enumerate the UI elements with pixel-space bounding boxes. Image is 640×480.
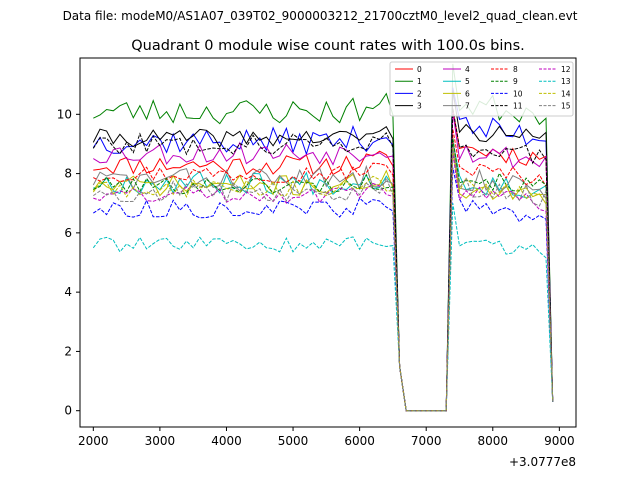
x-tick-label: 6000 (344, 434, 375, 448)
legend-label-3: 3 (417, 102, 422, 111)
legend-label-4: 4 (465, 65, 470, 74)
legend-label-5: 5 (465, 77, 470, 86)
x-tick-label: 8000 (478, 434, 509, 448)
series-line-9 (93, 137, 554, 412)
axes-frame (79, 57, 577, 428)
y-tick-label: 8 (64, 167, 72, 181)
series-line-14 (92, 146, 554, 412)
series-line-11 (92, 108, 554, 412)
x-tick-label: 2000 (78, 434, 109, 448)
x-tick-label: 4000 (211, 434, 242, 448)
legend-label-2: 2 (417, 89, 422, 98)
series-line-3 (92, 90, 554, 412)
legend-label-14: 14 (561, 89, 571, 98)
legend-label-9: 9 (513, 77, 518, 86)
y-tick-label: 6 (64, 226, 72, 240)
legend-label-0: 0 (417, 65, 422, 74)
legend-label-11: 11 (513, 102, 523, 111)
series-line-0 (93, 108, 554, 412)
legend-label-7: 7 (465, 102, 470, 111)
legend-label-13: 13 (561, 77, 571, 86)
legend-label-15: 15 (561, 102, 571, 111)
x-tick-label: 7000 (411, 434, 442, 448)
series-line-10 (93, 167, 554, 412)
series-line-13 (92, 203, 554, 412)
tick-layer: 2000 3000 4000 5000 6000 7000 8000 9000 0 2 4 6 8 10 (57, 107, 575, 448)
x-offset-label: +3.0777e8 (509, 455, 576, 469)
y-tick-label: 4 (64, 285, 72, 299)
legend-label-10: 10 (513, 89, 523, 98)
series-line-2 (92, 87, 554, 412)
series-line-8 (93, 129, 554, 412)
y-tick-label: 10 (57, 107, 72, 121)
series-line-6 (92, 149, 554, 412)
legend-label-6: 6 (465, 89, 470, 98)
legend-label-12: 12 (561, 65, 571, 74)
legend-box (389, 61, 574, 117)
x-tick-label: 9000 (544, 434, 575, 448)
legend-label-8: 8 (513, 65, 518, 74)
series-layer (92, 63, 554, 412)
series-line-7 (92, 137, 554, 412)
series-line-15 (93, 146, 554, 412)
legend-label-1: 1 (417, 77, 422, 86)
x-tick-label: 3000 (145, 434, 176, 448)
y-tick-label: 0 (64, 404, 72, 418)
series-line-4 (93, 111, 554, 412)
chart-title: Quadrant 0 module wise count rates with … (131, 38, 525, 54)
y-tick-label: 2 (64, 344, 72, 358)
suptitle: Data file: modeM0/AS1A07_039T02_90000032… (63, 9, 578, 23)
x-tick-label: 5000 (278, 434, 309, 448)
series-line-12 (93, 152, 554, 412)
